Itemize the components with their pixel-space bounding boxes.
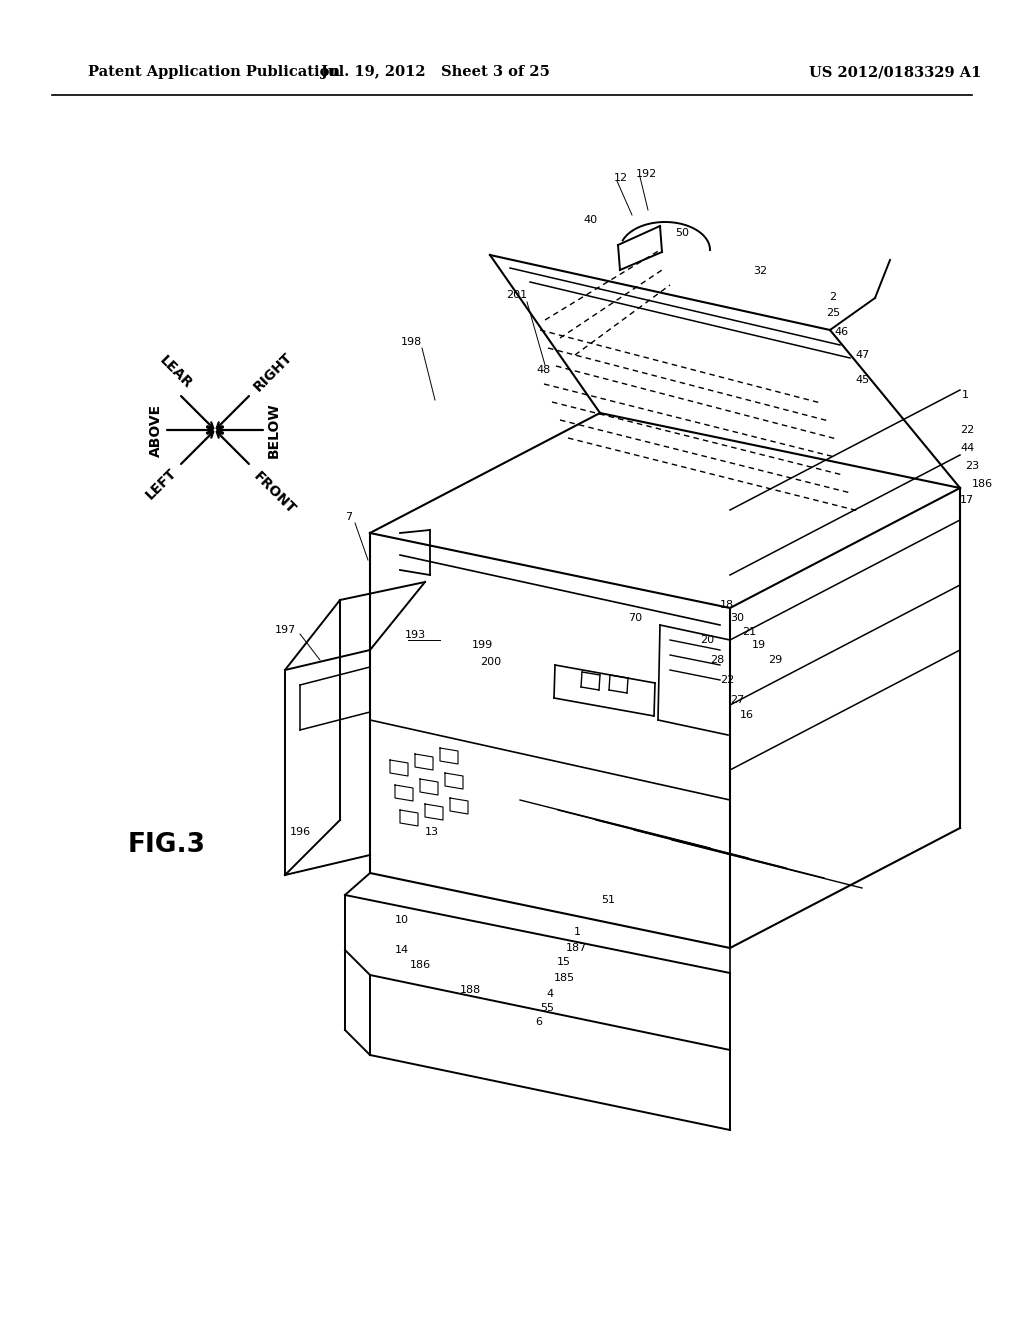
Text: 46: 46 bbox=[834, 327, 848, 337]
Text: 187: 187 bbox=[566, 942, 587, 953]
Text: ABOVE: ABOVE bbox=[150, 404, 163, 457]
Text: 22: 22 bbox=[961, 425, 974, 436]
Text: 21: 21 bbox=[742, 627, 756, 638]
Text: 70: 70 bbox=[628, 612, 642, 623]
Text: 44: 44 bbox=[961, 444, 974, 453]
Text: 47: 47 bbox=[855, 350, 869, 360]
Text: 14: 14 bbox=[395, 945, 410, 954]
Text: BELOW: BELOW bbox=[267, 403, 281, 458]
Text: 10: 10 bbox=[395, 915, 409, 925]
Text: 13: 13 bbox=[425, 828, 439, 837]
Text: 6: 6 bbox=[535, 1016, 542, 1027]
Text: 51: 51 bbox=[601, 895, 615, 906]
Text: 188: 188 bbox=[460, 985, 481, 995]
Text: 17: 17 bbox=[961, 495, 974, 506]
Text: 12: 12 bbox=[614, 173, 628, 183]
Text: 7: 7 bbox=[345, 512, 352, 521]
Text: 29: 29 bbox=[768, 655, 782, 665]
Text: RIGHT: RIGHT bbox=[251, 350, 295, 395]
Text: 197: 197 bbox=[274, 624, 296, 635]
Text: 185: 185 bbox=[554, 973, 575, 983]
Text: 50: 50 bbox=[675, 228, 689, 238]
Text: 193: 193 bbox=[406, 630, 426, 640]
Text: 186: 186 bbox=[410, 960, 431, 970]
Text: 27: 27 bbox=[730, 696, 744, 705]
Text: 15: 15 bbox=[557, 957, 571, 968]
Text: Jul. 19, 2012   Sheet 3 of 25: Jul. 19, 2012 Sheet 3 of 25 bbox=[321, 65, 550, 79]
Text: 22: 22 bbox=[720, 675, 734, 685]
Text: 2: 2 bbox=[829, 292, 837, 302]
Text: US 2012/0183329 A1: US 2012/0183329 A1 bbox=[809, 65, 981, 79]
Text: 19: 19 bbox=[752, 640, 766, 649]
Text: 28: 28 bbox=[710, 655, 724, 665]
Text: FRONT: FRONT bbox=[251, 469, 299, 516]
Text: 40: 40 bbox=[583, 215, 597, 224]
Text: 25: 25 bbox=[826, 308, 840, 318]
Text: 196: 196 bbox=[290, 828, 311, 837]
Text: 198: 198 bbox=[400, 337, 422, 347]
Text: LEAR: LEAR bbox=[157, 352, 196, 391]
Text: 200: 200 bbox=[480, 657, 501, 667]
Text: 1: 1 bbox=[962, 389, 969, 400]
Text: 20: 20 bbox=[700, 635, 714, 645]
Text: 186: 186 bbox=[972, 479, 993, 488]
Text: 192: 192 bbox=[636, 169, 657, 180]
Text: 55: 55 bbox=[540, 1003, 554, 1012]
Text: FIG.3: FIG.3 bbox=[128, 832, 206, 858]
Text: 48: 48 bbox=[537, 366, 551, 375]
Text: 4: 4 bbox=[546, 989, 553, 999]
Text: LEFT: LEFT bbox=[142, 466, 179, 503]
Text: 18: 18 bbox=[720, 601, 734, 610]
Text: 199: 199 bbox=[472, 640, 494, 649]
Text: 30: 30 bbox=[730, 612, 744, 623]
Text: 1: 1 bbox=[574, 927, 581, 937]
Text: Patent Application Publication: Patent Application Publication bbox=[88, 65, 340, 79]
Text: 201: 201 bbox=[506, 290, 527, 300]
Text: 16: 16 bbox=[740, 710, 754, 719]
Text: 32: 32 bbox=[753, 267, 767, 276]
Text: 23: 23 bbox=[965, 461, 979, 471]
Text: 45: 45 bbox=[855, 375, 869, 385]
